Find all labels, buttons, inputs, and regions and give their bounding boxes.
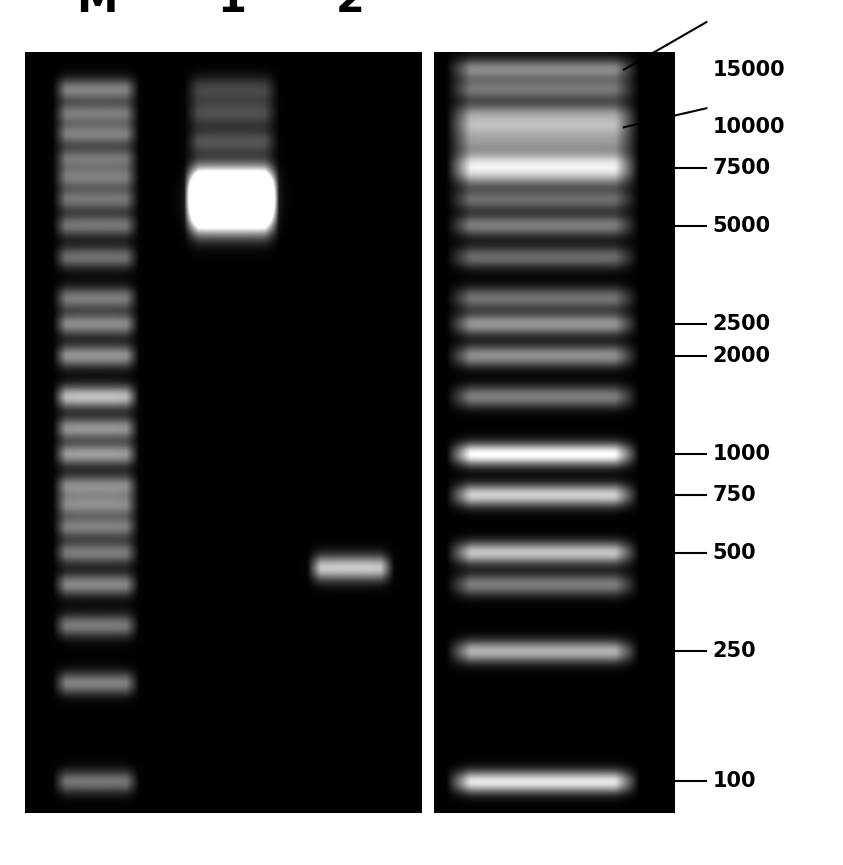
Text: 2500: 2500 [712, 314, 771, 334]
Text: 2000: 2000 [712, 346, 771, 366]
Text: 5000: 5000 [712, 215, 771, 236]
Text: 1: 1 [217, 0, 246, 22]
Text: 10000: 10000 [712, 118, 785, 138]
Text: 500: 500 [712, 543, 756, 563]
Text: 2: 2 [336, 0, 365, 22]
Text: 100: 100 [712, 772, 756, 791]
Text: 1000: 1000 [712, 445, 771, 465]
Text: 250: 250 [712, 641, 756, 661]
Text: M: M [76, 0, 117, 22]
Text: 750: 750 [712, 485, 756, 505]
Text: 15000: 15000 [712, 60, 785, 80]
Text: 7500: 7500 [712, 158, 771, 178]
